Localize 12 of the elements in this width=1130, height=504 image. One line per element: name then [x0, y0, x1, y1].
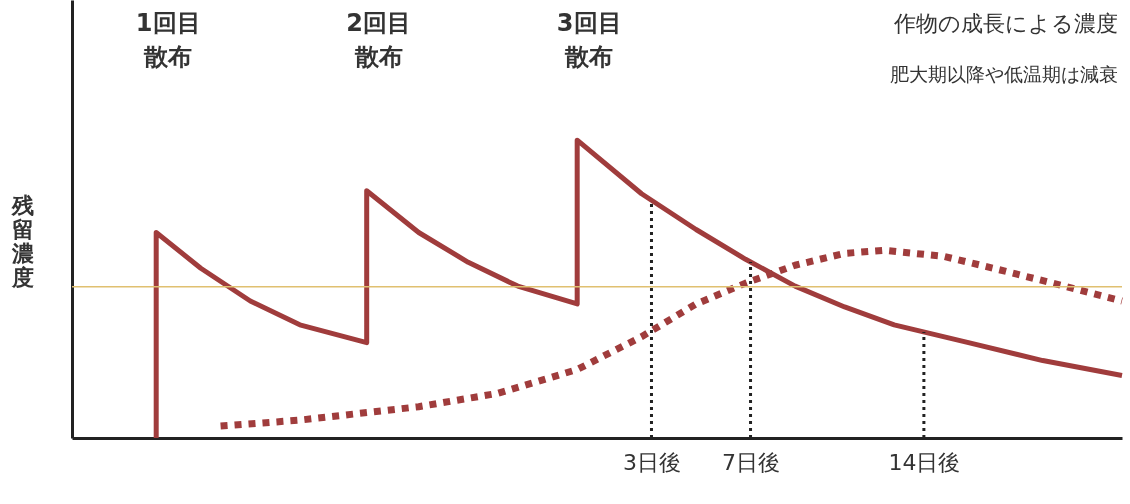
x-tick-label: 3日後	[622, 449, 681, 475]
text: 3回目	[556, 9, 622, 37]
x-tick-label: 14日後	[888, 449, 961, 475]
text: 散布	[564, 43, 614, 71]
text: 1回目	[135, 9, 201, 37]
text: 2回目	[346, 9, 412, 37]
text: 作物の成長による濃度	[893, 11, 1118, 36]
x-tick-label: 7日後	[722, 449, 781, 475]
y-axis-title: 残留濃度	[10, 193, 34, 291]
text: 散布	[353, 43, 403, 71]
text: 散布	[143, 43, 193, 71]
text: 肥大期以降や低温期は減衰	[890, 63, 1118, 85]
